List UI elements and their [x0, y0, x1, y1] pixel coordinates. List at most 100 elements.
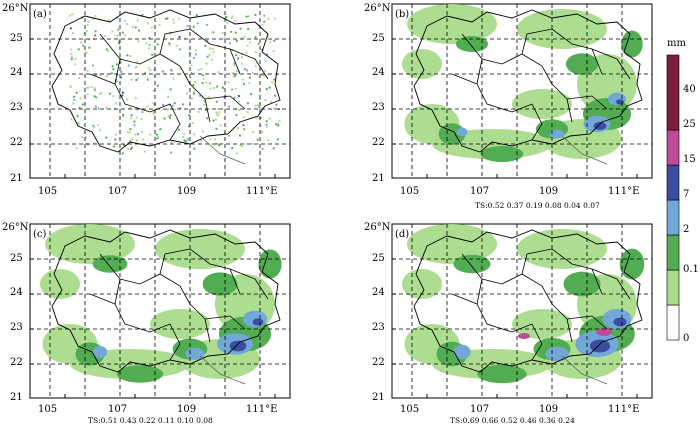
station-dot	[272, 50, 275, 53]
station-dot	[267, 17, 270, 21]
station-dot	[149, 69, 152, 72]
station-dot	[242, 116, 245, 119]
station-dot	[251, 71, 254, 74]
station-dot	[191, 121, 194, 125]
station-dot	[146, 77, 150, 80]
station-dot	[268, 117, 271, 120]
station-dot	[265, 125, 268, 128]
station-dot	[268, 86, 271, 89]
station-dot	[120, 76, 123, 79]
station-dot	[260, 131, 263, 134]
county-boundary	[169, 103, 181, 141]
station-dot	[228, 105, 231, 108]
station-dot	[114, 138, 117, 141]
station-dot	[71, 13, 74, 16]
county-boundary	[591, 48, 631, 80]
county-boundary	[591, 268, 631, 300]
station-dot	[248, 76, 251, 79]
station-dot	[70, 53, 73, 56]
station-dot	[81, 136, 84, 139]
y-tick-label: 25	[372, 33, 385, 44]
station-dot	[148, 66, 151, 69]
county-boundary	[566, 98, 573, 123]
station-dot	[271, 81, 274, 84]
station-dot	[207, 95, 210, 99]
colorbar-level: 0	[683, 333, 689, 344]
station-dot	[122, 113, 125, 116]
station-dot	[97, 107, 100, 110]
county-boundary	[521, 248, 603, 295]
station-dot	[92, 124, 95, 127]
station-dot	[155, 133, 158, 136]
rain-area	[613, 317, 627, 327]
rain-area	[545, 346, 569, 362]
station-dot	[193, 81, 197, 84]
station-dot	[278, 108, 281, 111]
station-dot	[205, 81, 208, 84]
station-dot	[234, 31, 237, 34]
station-dot	[230, 17, 233, 20]
station-dot	[86, 93, 89, 96]
rain-area	[40, 269, 80, 299]
province-boundaries	[51, 9, 281, 165]
station-dot	[167, 95, 170, 98]
station-dot	[184, 140, 187, 143]
province-boundaries	[413, 9, 643, 165]
colorbar-swatches	[666, 54, 680, 341]
station-dot	[194, 49, 197, 52]
station-dot	[148, 44, 151, 47]
station-dot	[236, 127, 239, 130]
y-tick-label: 21	[372, 173, 385, 184]
station-dot	[211, 47, 215, 50]
station-dot	[233, 96, 236, 99]
station-dot	[192, 25, 195, 28]
county-boundary	[461, 253, 553, 305]
station-dot	[272, 147, 275, 150]
station-dot	[129, 117, 132, 120]
station-dot	[235, 54, 238, 57]
station-dot	[197, 110, 200, 113]
panel-label: (b)	[395, 9, 409, 20]
station-dot	[84, 51, 87, 54]
x-tick-label: 109	[539, 186, 558, 197]
station-dot	[247, 27, 250, 31]
station-dot	[231, 88, 234, 91]
colorbar-level: 40	[683, 84, 696, 95]
rain-area	[116, 365, 164, 383]
rain-area	[477, 364, 527, 384]
station-dot	[239, 144, 242, 147]
station-dot	[214, 138, 217, 141]
rain-area	[258, 249, 282, 279]
station-dot	[115, 80, 118, 83]
station-dot	[227, 134, 230, 137]
station-dot	[194, 53, 197, 56]
province-boundary	[413, 9, 643, 153]
lat-lon-grid	[392, 3, 652, 179]
rain-area	[512, 309, 572, 339]
station-dot	[254, 64, 257, 68]
province-boundaries	[51, 229, 281, 385]
station-dot	[266, 53, 269, 56]
station-dot	[242, 124, 245, 127]
station-dot	[130, 78, 133, 81]
station-dot	[106, 49, 109, 53]
station-dot	[73, 95, 76, 98]
rain-area	[593, 121, 607, 131]
rain-area	[402, 49, 442, 79]
station-dot	[94, 105, 97, 108]
station-dot	[169, 32, 172, 36]
station-dot	[192, 92, 196, 95]
station-dot	[243, 35, 246, 38]
station-dot	[235, 152, 238, 155]
station-dot	[156, 43, 159, 46]
rain-area	[480, 145, 524, 163]
station-dot	[192, 84, 195, 87]
station-dot	[122, 115, 125, 118]
station-dot	[234, 20, 237, 23]
station-dot	[79, 97, 82, 100]
station-dot	[93, 87, 96, 90]
station-dot	[131, 138, 134, 141]
coastline	[199, 135, 246, 165]
station-dot	[108, 19, 111, 22]
station-dot	[265, 120, 268, 123]
